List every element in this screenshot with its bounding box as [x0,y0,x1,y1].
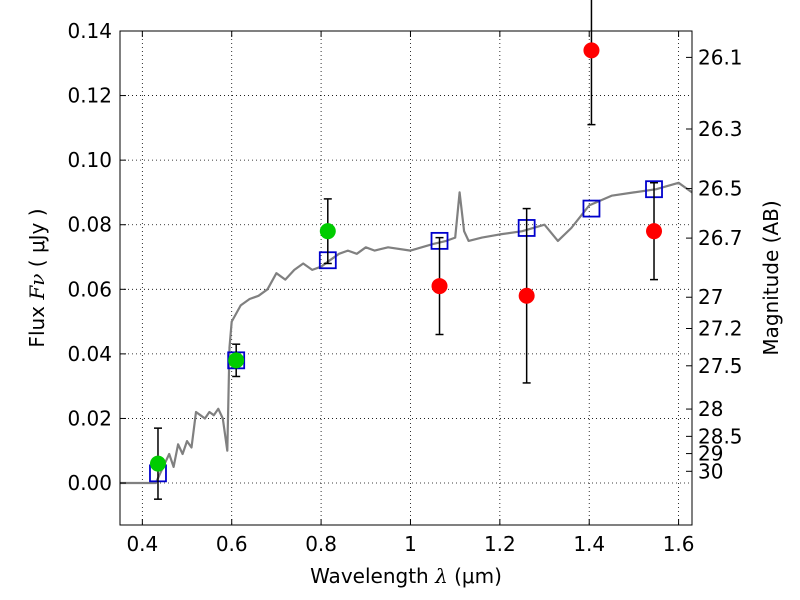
y-tick-label: 0.02 [67,406,112,430]
y2-tick-label: 27.5 [698,354,743,378]
y-tick-label: 0.12 [67,84,112,108]
circle-marker [518,287,535,304]
y2-tick-label: 26.5 [698,177,743,201]
plot-frame [119,30,693,526]
y2-tick-label: 28 [698,397,723,421]
circle-marker [149,455,166,472]
y-tick-label: 0.00 [67,471,112,495]
y2-tick-label: 26.3 [698,117,743,141]
circle-marker [646,223,663,240]
data-points [149,0,663,500]
y2-tick-label: 27 [698,285,723,309]
y-tick-label: 0.06 [67,277,112,301]
y2-axis-title: Magnitude (AB) [759,200,783,355]
circle-marker [228,352,245,369]
y2-tick-label: 30 [698,459,723,483]
x-tick-label: 0.6 [216,532,248,556]
y2-tick-label: 26.7 [698,226,743,250]
circle-marker [319,223,336,240]
plot-background [120,31,692,525]
x-tick-label: 0.8 [305,532,337,556]
y-tick-label: 0.04 [67,342,112,366]
x-tick-label: 1.6 [663,532,695,556]
circle-marker [431,278,448,295]
y2-tick-label: 26.1 [698,45,743,69]
x-tick-label: 1.2 [484,532,516,556]
y-axis-title: Flux Fν ( μJy ) [25,208,49,347]
y2-tick-label: 27.2 [698,316,743,340]
y2-tick-label: 29 [698,442,723,466]
y-tick-label: 0.10 [67,148,112,172]
x-axis-title: Wavelength λ (μm) [310,564,502,588]
x-tick-label: 1.4 [573,532,605,556]
x-tick-label: 1 [404,532,417,556]
y-tick-label: 0.14 [67,19,112,43]
circle-marker [583,42,600,59]
axis-ticks: 0.4 0.6 0.8 1 1.2 1.4 1.6 0.00 0.02 0.04 0.06 0.08 0… [67,19,742,556]
square-marker [582,199,601,218]
x-tick-label: 0.4 [126,532,158,556]
y2-tick-label: 28.5 [698,424,743,448]
y-tick-label: 0.08 [67,213,112,237]
